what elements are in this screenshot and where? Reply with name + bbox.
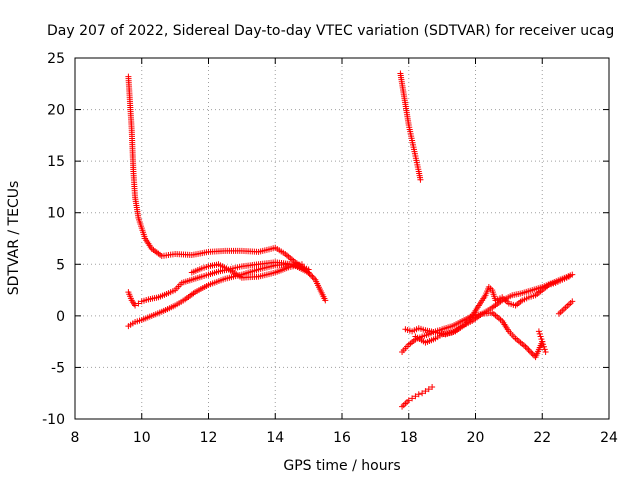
data-point: [132, 302, 139, 309]
y-tick-label: 15: [47, 154, 65, 170]
data-point-interp: [528, 349, 535, 356]
data-point-interp: [540, 341, 547, 348]
series-arc-j: [535, 328, 549, 355]
data-point: [425, 386, 432, 393]
y-tick-label: 5: [56, 257, 65, 273]
data-point: [409, 395, 416, 402]
data-point-interp: [523, 345, 530, 352]
x-tick-label: 10: [133, 430, 151, 446]
data-point: [429, 384, 436, 391]
data-point-interp: [309, 273, 316, 280]
grid-lines: [75, 58, 609, 419]
x-tick-label: 12: [200, 430, 218, 446]
data-point-interp: [541, 346, 548, 353]
x-tick-label: 24: [600, 430, 618, 446]
data-point: [415, 391, 422, 398]
data-point: [569, 271, 576, 278]
data-point: [305, 269, 312, 276]
data-point: [322, 297, 329, 304]
series-arc-h: [412, 271, 576, 346]
data-point: [539, 338, 546, 345]
data-point-interp: [526, 348, 533, 355]
data-point: [542, 348, 549, 355]
data-point: [422, 388, 429, 395]
data-points: [125, 70, 576, 410]
x-tick-label: 8: [71, 430, 80, 446]
data-point: [417, 176, 424, 183]
x-axis-label: GPS time / hours: [283, 458, 400, 474]
series-arc-e: [397, 70, 424, 183]
y-tick-label: 10: [47, 206, 65, 222]
tick-labels: 8 10 12 14 16 18 20 22 24 -10 -5 0 5 10 15 20 25: [42, 51, 618, 446]
data-point: [522, 343, 529, 350]
plot-frame: [74, 57, 610, 420]
data-point: [540, 343, 547, 350]
y-tick-label: 25: [47, 51, 65, 67]
series-arc-k: [555, 298, 576, 317]
y-tick-label: 0: [56, 309, 65, 325]
x-tick-label: 18: [400, 430, 418, 446]
chart-title: Day 207 of 2022, Sidereal Day-to-day VTE…: [47, 23, 614, 39]
data-point: [419, 390, 426, 397]
data-point: [298, 261, 305, 268]
series-arc-a: [125, 73, 329, 304]
y-tick-label: -5: [51, 360, 65, 376]
y-tick-label: 20: [47, 103, 65, 119]
series-arc-i: [399, 384, 436, 410]
data-point: [412, 393, 419, 400]
data-point: [135, 300, 142, 307]
x-tick-label: 20: [467, 430, 485, 446]
x-tick-label: 16: [333, 430, 351, 446]
data-point-interp: [536, 330, 543, 337]
x-tick-label: 22: [533, 430, 551, 446]
y-tick-label: -10: [42, 412, 65, 428]
data-point: [535, 328, 542, 335]
x-tick-label: 14: [266, 430, 284, 446]
series-arc-f: [399, 309, 546, 361]
series-arc-d: [188, 261, 305, 281]
data-point-interp: [529, 351, 536, 358]
data-point-interp: [310, 275, 317, 282]
data-point-interp: [525, 346, 532, 353]
y-axis-label: SDTVAR / TECUs: [6, 181, 22, 296]
data-point: [569, 298, 576, 305]
data-point: [405, 397, 412, 404]
data-point-interp: [538, 336, 545, 343]
data-point: [537, 333, 544, 340]
